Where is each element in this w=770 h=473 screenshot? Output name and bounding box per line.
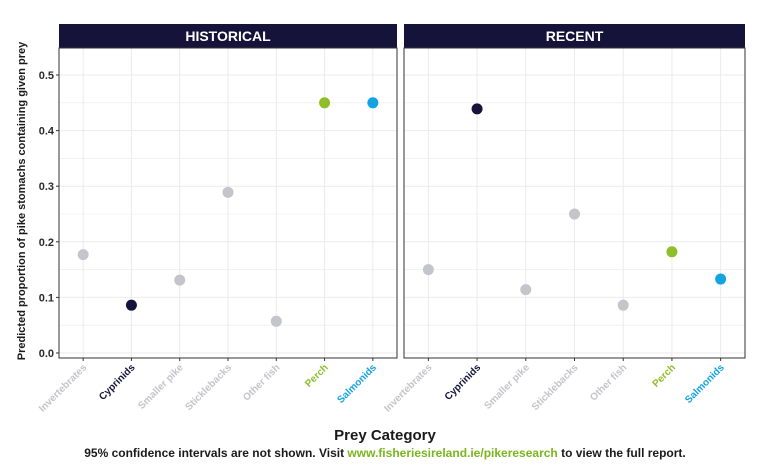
x-tick-label: Salmonids	[683, 362, 727, 406]
x-tick-label: Invertebrates	[37, 362, 89, 414]
point-historical-6	[367, 97, 378, 108]
x-tick-label: Sticklebacks	[530, 362, 581, 413]
x-axis-title: Prey Category	[0, 427, 770, 444]
x-tick-label: Invertebrates	[382, 362, 434, 414]
point-recent-5	[666, 246, 677, 257]
point-recent-4	[618, 300, 629, 311]
x-tick-label: Other fish	[241, 362, 282, 403]
footer-note: 95% confidence intervals are not shown. …	[0, 446, 770, 460]
y-tick-label: 0.2	[39, 237, 54, 249]
point-historical-5	[319, 97, 330, 108]
y-axis-title: Predicted proportion of pike stomachs co…	[16, 41, 28, 360]
y-tick-label: 0.1	[39, 292, 54, 304]
footer-note-after: to view the full report.	[558, 446, 686, 460]
panel-title-0: HISTORICAL	[185, 28, 271, 44]
x-tick-label: Salmonids	[335, 362, 379, 406]
panel-title-1: RECENT	[546, 28, 604, 44]
y-tick-label: 0.4	[39, 126, 55, 138]
x-tick-label: Smaller pike	[482, 362, 532, 412]
x-tick-label: Cyprinids	[443, 362, 484, 403]
y-tick-label: 0.0	[39, 348, 54, 360]
point-recent-1	[472, 103, 483, 114]
y-tick-label: 0.5	[39, 70, 54, 82]
point-historical-2	[174, 275, 185, 286]
report-link[interactable]: www.fisheriesireland.ie/pikeresearch	[347, 446, 557, 460]
point-historical-3	[223, 187, 234, 198]
point-historical-0	[78, 249, 89, 260]
point-recent-3	[569, 209, 580, 220]
x-tick-label: Other fish	[588, 362, 629, 403]
point-recent-0	[423, 264, 434, 275]
footer-note-before: 95% confidence intervals are not shown. …	[84, 446, 347, 460]
y-tick-label: 0.3	[39, 181, 54, 193]
point-historical-4	[271, 316, 282, 327]
x-tick-label: Perch	[303, 362, 330, 389]
point-historical-1	[126, 300, 137, 311]
x-tick-label: Cyprinids	[97, 362, 138, 403]
x-tick-label: Perch	[651, 362, 678, 389]
point-recent-2	[520, 284, 531, 295]
x-tick-label: Smaller pike	[136, 362, 186, 412]
point-recent-6	[715, 274, 726, 285]
x-tick-label: Sticklebacks	[183, 362, 234, 413]
chart: Predicted proportion of pike stomachs co…	[0, 0, 770, 473]
